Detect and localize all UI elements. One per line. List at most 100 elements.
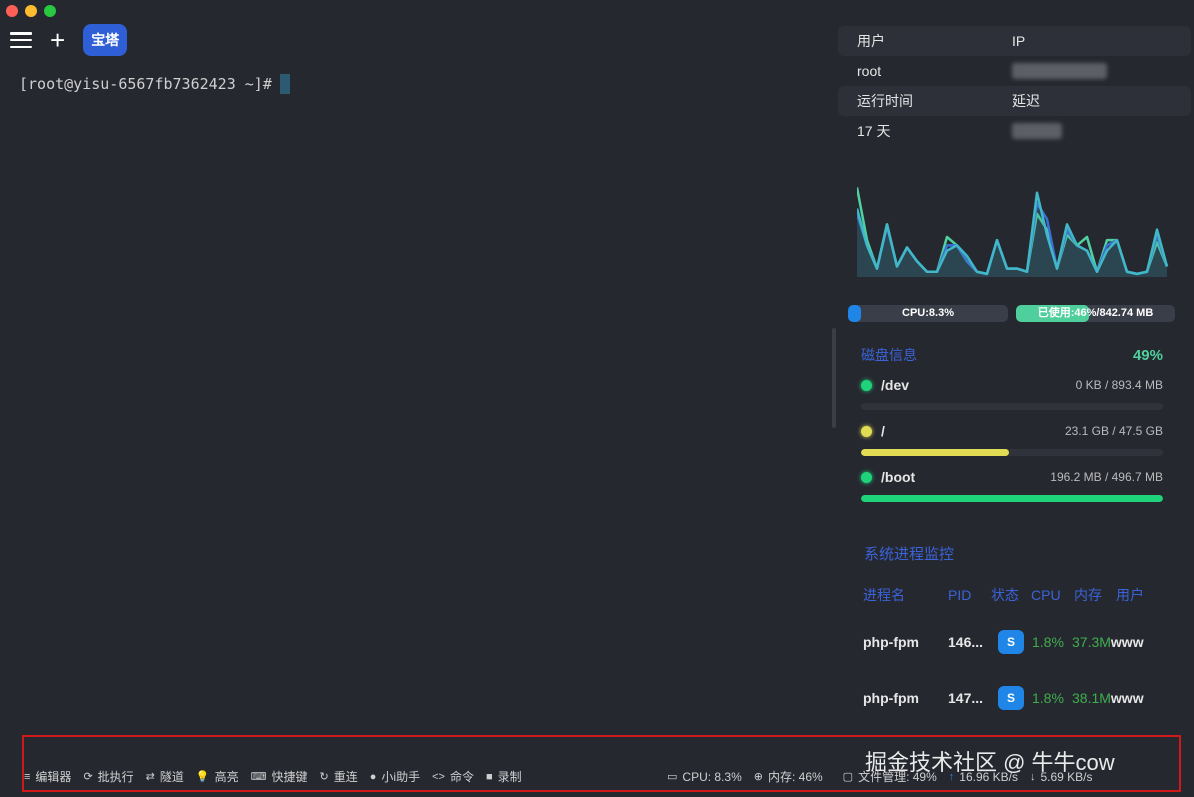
footer-item-label: 编辑器	[35, 770, 72, 784]
process-mem: 37.3M	[1072, 634, 1111, 650]
minimize-window-button[interactable]	[25, 5, 37, 17]
file-manager-label: 文件管理: 49%	[858, 770, 937, 784]
col-name: 进程名	[863, 587, 905, 603]
process-cpu: 1.8%	[1032, 634, 1064, 650]
terminal[interactable]: [root@yisu-6567fb7362423 ~]#	[19, 74, 290, 94]
process-name: php-fpm	[863, 690, 919, 706]
bulb-icon: 💡	[195, 771, 210, 783]
watermark: 掘金技术社区 @ 牛牛cow	[865, 750, 1115, 775]
process-state-badge: S	[998, 686, 1024, 710]
footer-item-label: 快捷键	[271, 770, 308, 784]
edit-icon: ≡	[24, 770, 31, 783]
process-title: 系统进程监控	[864, 546, 955, 563]
disk-usage-fill	[861, 495, 1163, 502]
chart-series-line	[857, 191, 1169, 276]
record-icon: ■	[485, 770, 493, 783]
disk-usage: 23.1 GB / 47.5 GB	[1064, 424, 1163, 438]
process-state-badge: S	[998, 630, 1024, 654]
latency-label: 延迟	[1012, 93, 1040, 109]
close-window-button[interactable]	[6, 5, 18, 17]
process-mem: 38.1M	[1072, 690, 1111, 706]
status-dot-icon	[861, 379, 872, 391]
memory-stat[interactable]: ⊕ 内存: 46%	[754, 768, 823, 785]
process-header: 进程名 PID 状态 CPU 内存 用户	[863, 585, 1144, 605]
disk-usage-bar	[861, 495, 1163, 502]
memory-bar-label: 已使用:46%/842.74 MB	[1037, 307, 1154, 319]
cpu-bar-fill	[848, 305, 862, 322]
disk-usage-fill	[861, 449, 1009, 456]
disk-header: 磁盘信息 49%	[861, 345, 1163, 365]
server-info: 用户 IP root 运行时间 延迟 17 天	[838, 26, 1194, 146]
process-row[interactable]: php-fpm 146... S 1.8% 37.3M www	[863, 630, 1144, 654]
uptime-value: 17 天	[857, 123, 891, 139]
upload-speed-label: 16.96 KB/s	[959, 769, 1018, 784]
footer-keyboard-button[interactable]: ⌨ 快捷键	[251, 768, 308, 785]
user-label: 用户	[857, 33, 885, 49]
ip-value-redacted	[1012, 63, 1107, 79]
download-speed: ↓ 5.69 KB/s	[1030, 768, 1093, 785]
code-icon: <>	[432, 770, 445, 783]
chip-icon: ⊕	[753, 771, 763, 783]
disk-usage-bar	[861, 449, 1163, 456]
process-name: php-fpm	[863, 634, 919, 650]
assistant-icon: ●	[369, 770, 377, 783]
footer-bulb-button[interactable]: 💡 高亮	[196, 768, 239, 785]
batch-icon: ⟳	[83, 771, 93, 783]
status-footer: ≡ 编辑器 ⟳ 批执行 ⇄ 隧道 💡 高亮 ⌨ 快捷键 ↻ 重连 ● 小i助手 <> 命令 ■ 录制 ▭ CPU: …	[22, 735, 1181, 792]
process-user: www	[1110, 634, 1144, 650]
process-row[interactable]: php-fpm 147... S 1.8% 38.1M www	[863, 686, 1144, 710]
maximize-window-button[interactable]	[44, 5, 56, 17]
footer-item-label: 重连	[333, 770, 358, 784]
footer-item-label: 录制	[497, 770, 522, 784]
footer-tunnel-button[interactable]: ⇄ 隧道	[146, 768, 184, 785]
toolbar: + 宝塔	[10, 24, 128, 56]
cpu-bar-label: CPU:8.3%	[902, 307, 954, 319]
process-pid: 146...	[948, 634, 984, 650]
reconnect-icon: ↻	[319, 771, 329, 783]
disk-name: /dev	[881, 377, 910, 393]
user-value: root	[857, 63, 882, 79]
latency-value-redacted	[1012, 123, 1062, 139]
footer-record-button[interactable]: ■ 录制	[486, 768, 522, 785]
arrow-down-icon: ↓	[1029, 770, 1036, 783]
arrow-up-icon: ↑	[948, 770, 955, 783]
footer-edit-button[interactable]: ≡ 编辑器	[24, 768, 71, 785]
tab-baota[interactable]: 宝塔	[83, 24, 128, 56]
chart-area	[857, 192, 1167, 277]
disk-usage-bar	[861, 403, 1163, 410]
process-user: www	[1110, 690, 1144, 706]
disk-title: 磁盘信息	[861, 347, 917, 363]
memory-bar-fill	[1016, 305, 1090, 322]
terminal-cursor	[279, 74, 290, 94]
col-mem: 内存	[1074, 587, 1102, 603]
monitor-icon: ▭	[667, 771, 678, 783]
footer-item-label: 命令	[449, 770, 474, 784]
memory-stat-label: 内存: 46%	[767, 770, 823, 784]
network-chart	[857, 187, 1169, 277]
process-pid: 147...	[948, 690, 984, 706]
footer-item-label: 小i助手	[381, 770, 421, 784]
keyboard-icon: ⌨	[250, 771, 267, 783]
cpu-stat[interactable]: ▭ CPU: 8.3%	[667, 768, 742, 785]
disk-item: /dev 0 KB / 893.4 MB	[861, 377, 1163, 410]
download-speed-label: 5.69 KB/s	[1040, 769, 1093, 784]
status-dot-icon	[861, 471, 872, 483]
terminal-prompt: [root@yisu-6567fb7362423 ~]#	[19, 75, 272, 93]
col-cpu: CPU	[1031, 587, 1061, 603]
scrollbar[interactable]	[832, 328, 836, 428]
add-tab-button[interactable]: +	[50, 25, 66, 55]
col-state: 状态	[991, 587, 1019, 603]
footer-batch-button[interactable]: ⟳ 批执行	[83, 768, 133, 785]
footer-reconnect-button[interactable]: ↻ 重连	[320, 768, 358, 785]
col-pid: PID	[948, 587, 972, 603]
disk-item: /boot 196.2 MB / 496.7 MB	[861, 469, 1163, 502]
tunnel-icon: ⇄	[145, 771, 155, 783]
footer-code-button[interactable]: <> 命令	[432, 768, 474, 785]
ip-label: IP	[1012, 33, 1026, 49]
uptime-label: 运行时间	[857, 93, 913, 109]
disk-usage: 0 KB / 893.4 MB	[1075, 378, 1163, 392]
disk-percent: 49%	[1132, 346, 1163, 364]
file-manager-stat[interactable]: ▢ 文件管理: 49%	[843, 768, 937, 785]
menu-icon[interactable]	[10, 32, 32, 48]
footer-assistant-button[interactable]: ● 小i助手	[370, 768, 420, 785]
